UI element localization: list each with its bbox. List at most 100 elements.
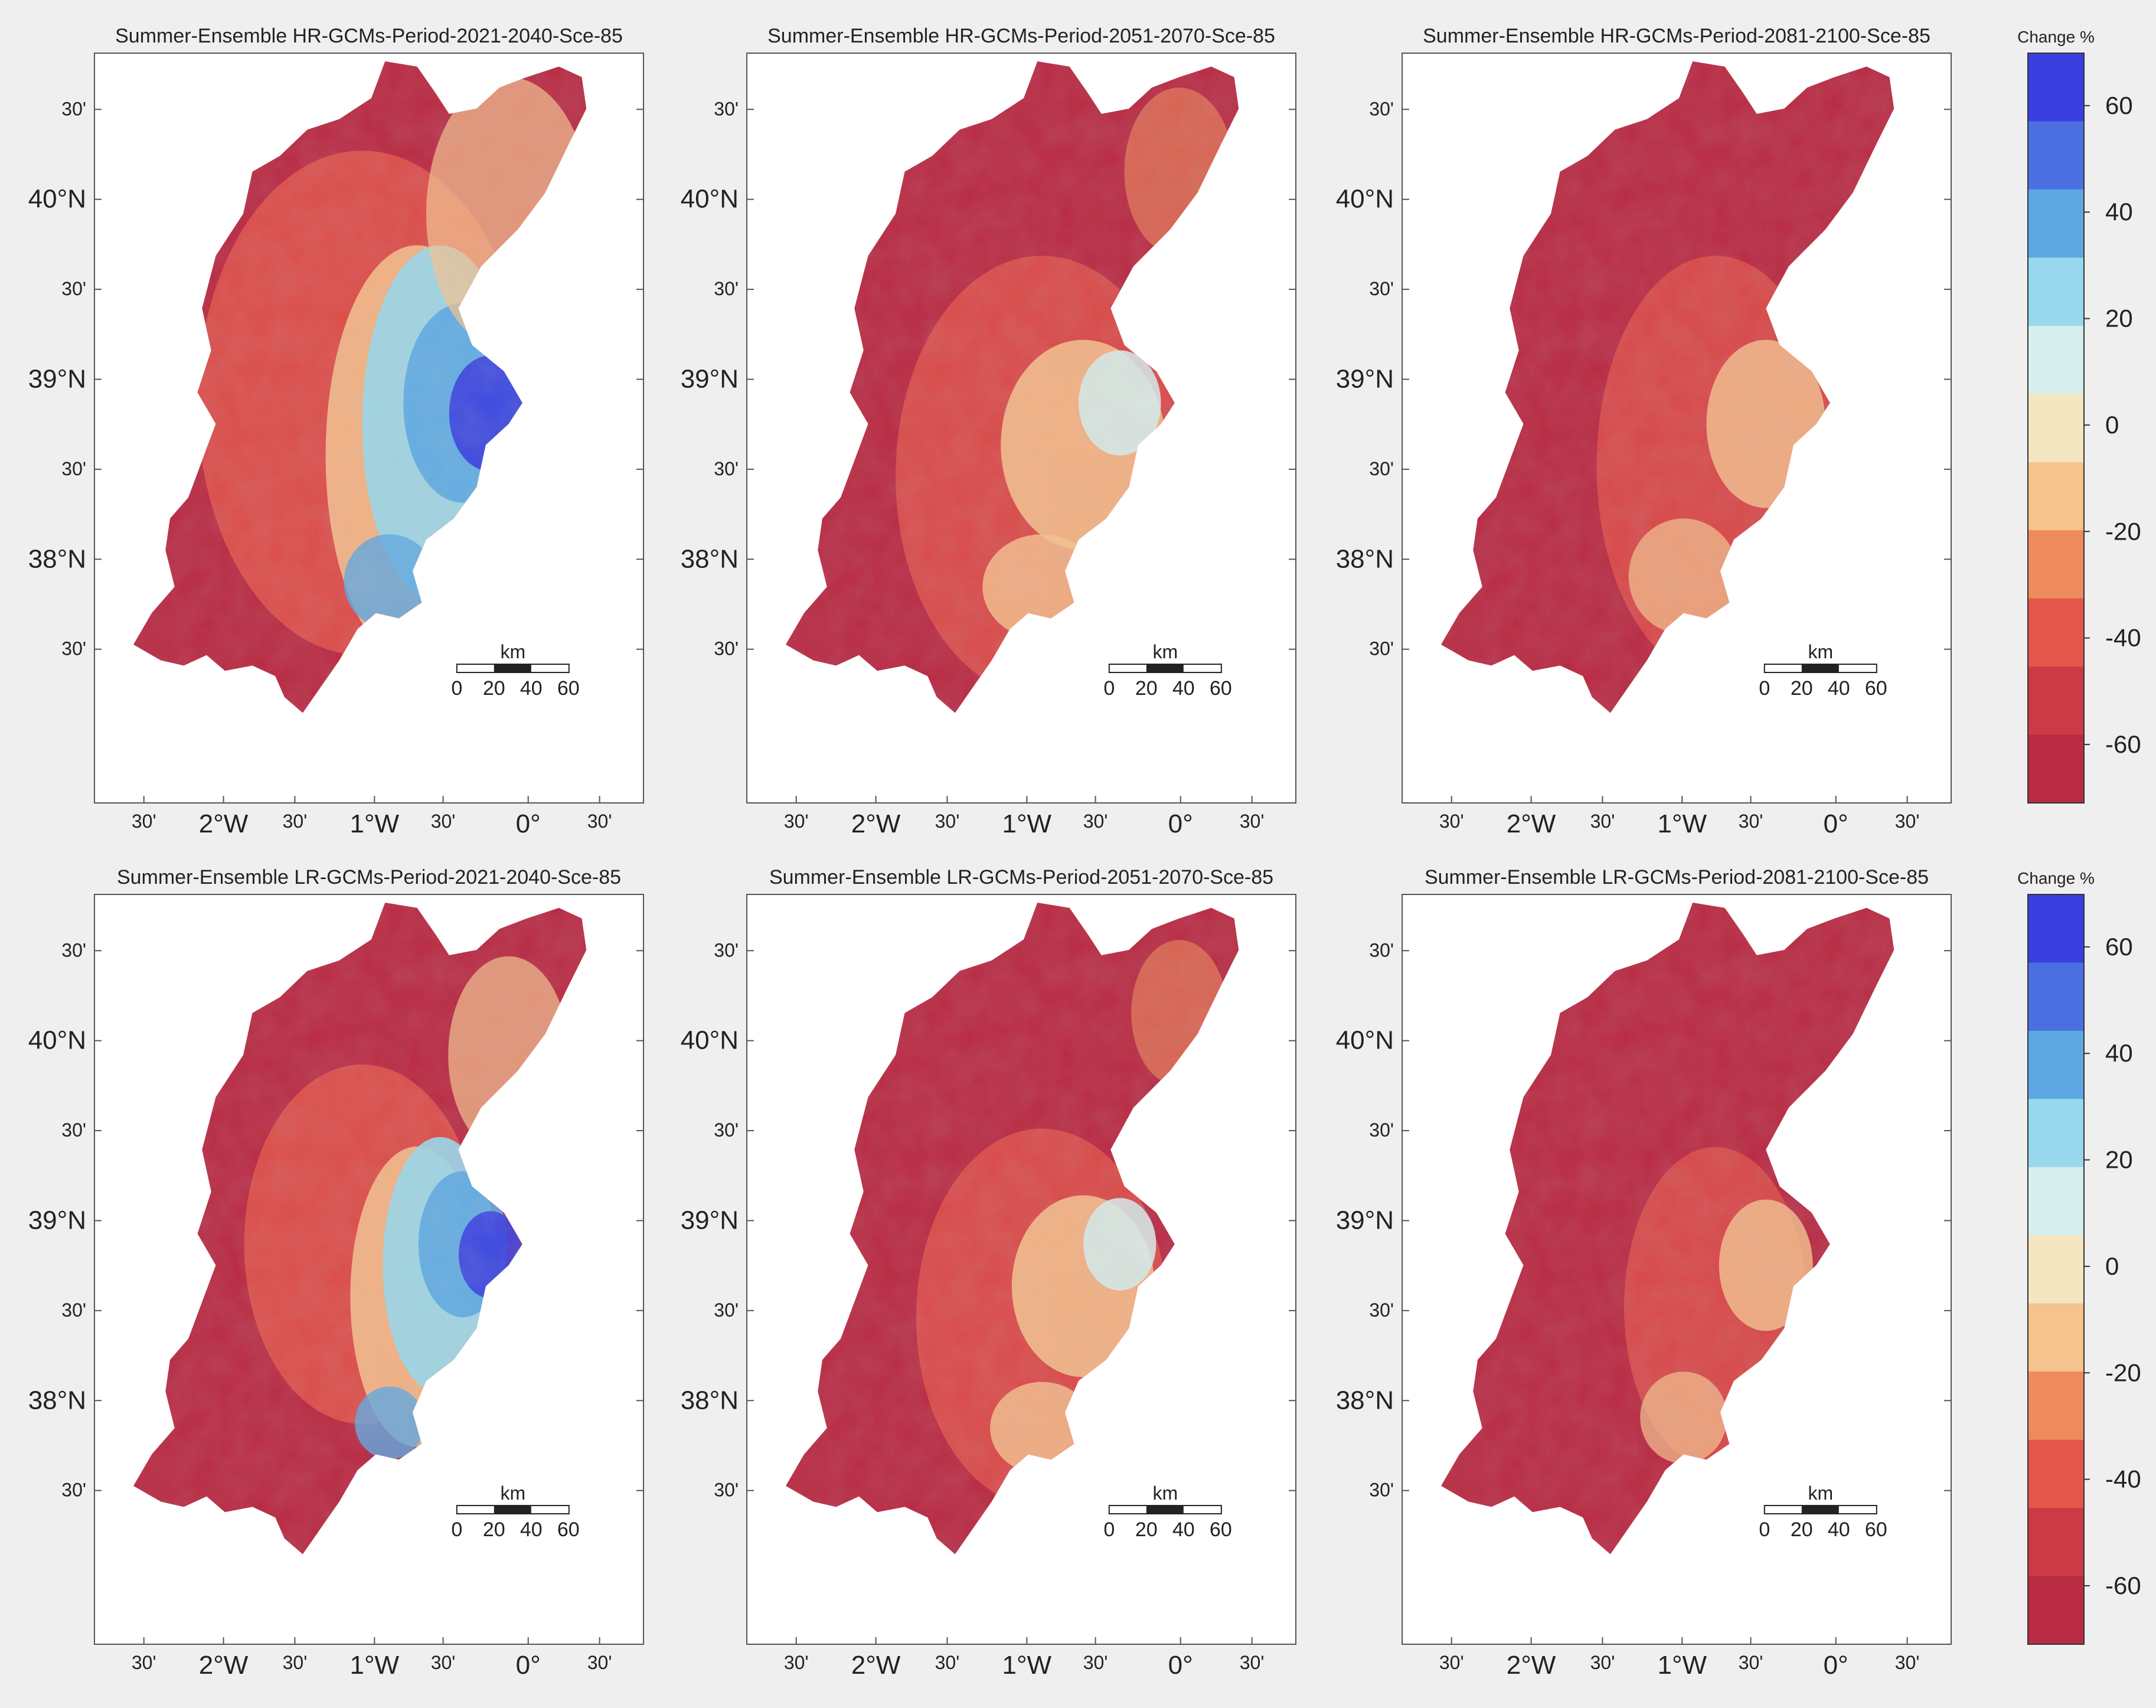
lon-label: 1°W <box>1657 809 1707 838</box>
figure-row: Summer-Ensemble LR-GCMs-Period-2021-2040… <box>28 866 2141 1680</box>
scale-bar: km 0 20 40 60 <box>451 1482 579 1541</box>
scale-tick-label: 40 <box>1828 677 1850 700</box>
lat-label: 40°N <box>28 185 86 214</box>
lat-label: 30' <box>1369 278 1394 299</box>
lon-label: 30' <box>132 811 156 832</box>
lon-label: 0° <box>1824 809 1848 838</box>
lon-label: 2°W <box>1507 1651 1556 1680</box>
lon-label: 1°W <box>1657 1651 1707 1680</box>
lat-label: 30' <box>1369 1119 1394 1141</box>
map-panel: Summer-Ensemble HR-GCMs-Period-2051-2070… <box>681 25 1296 838</box>
colorbar-band <box>2028 1030 2084 1100</box>
scale-bar-segment <box>1146 1505 1184 1514</box>
scale-unit: km <box>1808 1482 1833 1504</box>
lon-label: 1°W <box>349 809 399 838</box>
scale-unit: km <box>500 641 525 662</box>
lon-label: 30' <box>132 1652 156 1673</box>
colorbar-band <box>2028 325 2084 395</box>
lon-label: 30' <box>587 1652 612 1673</box>
lon-label: 30' <box>784 1652 809 1673</box>
scale-bar: km 0 20 40 60 <box>451 641 579 700</box>
colorbar-band <box>2028 1576 2084 1645</box>
lat-label: 38°N <box>681 544 739 573</box>
lat-label: 40°N <box>681 1026 739 1055</box>
map-panel: Summer-Ensemble LR-GCMs-Period-2081-2100… <box>1336 866 1952 1680</box>
lat-label: 30' <box>61 1480 86 1501</box>
lon-label: 30' <box>431 1652 456 1673</box>
lon-label: 0° <box>1168 809 1193 838</box>
lon-label: 2°W <box>199 809 249 838</box>
colorbar-tick-label: 40 <box>2105 198 2133 226</box>
lat-label: 40°N <box>681 185 739 214</box>
panel-title: Summer-Ensemble HR-GCMs-Period-2051-2070… <box>767 25 1275 47</box>
lat-label: 30' <box>61 1119 86 1141</box>
scale-tick-label: 40 <box>520 677 543 700</box>
scale-unit: km <box>500 1482 525 1504</box>
colorbar-frame <box>2027 53 2085 804</box>
lon-label: 2°W <box>851 809 901 838</box>
lon-label: 2°W <box>199 1651 249 1680</box>
lon-label: 2°W <box>1507 809 1556 838</box>
colorbar-tick-label: 0 <box>2105 1252 2119 1280</box>
scale-tick-label: 0 <box>1103 677 1115 700</box>
colorbar-tick-label: -40 <box>2105 1465 2141 1493</box>
lat-label: 40°N <box>1336 1026 1394 1055</box>
colorbar-band <box>2028 894 2084 964</box>
lat-label: 38°N <box>28 544 86 573</box>
lon-label: 1°W <box>349 1651 399 1680</box>
scale-tick-label: 20 <box>483 1518 505 1541</box>
lat-label: 40°N <box>28 1026 86 1055</box>
lon-label: 0° <box>1168 1651 1193 1680</box>
lon-label: 30' <box>587 811 612 832</box>
colorbar-tick-label: -20 <box>2105 517 2141 545</box>
lat-label: 30' <box>61 939 86 961</box>
panels-root: Summer-Ensemble HR-GCMs-Period-2021-2040… <box>28 25 2141 1680</box>
colorbar-tick-label: 0 <box>2105 411 2119 439</box>
lon-label: 2°W <box>851 1651 901 1680</box>
colorbar-title: Change % <box>2017 869 2095 887</box>
panel-title: Summer-Ensemble LR-GCMs-Period-2081-2100… <box>1425 866 1929 889</box>
colorbar-tick-label: -60 <box>2105 730 2141 758</box>
scale-unit: km <box>1152 641 1178 662</box>
colorbar-tick-label: 20 <box>2105 1146 2133 1174</box>
lat-label: 30' <box>714 939 739 961</box>
lon-label: 0° <box>516 809 541 838</box>
colorbar-band <box>2028 53 2084 122</box>
scale-tick-label: 60 <box>1210 677 1232 700</box>
scale-tick-label: 60 <box>557 1518 580 1541</box>
scale-tick-label: 20 <box>1135 1518 1158 1541</box>
colorbar-band <box>2028 1099 2084 1168</box>
lat-label: 30' <box>61 1299 86 1321</box>
map-panel: Summer-Ensemble LR-GCMs-Period-2021-2040… <box>28 866 644 1680</box>
colorbar-band <box>2028 394 2084 463</box>
colorbar-frame <box>2027 894 2085 1645</box>
lat-label: 30' <box>61 278 86 299</box>
lat-label: 30' <box>61 458 86 479</box>
lat-label: 39°N <box>681 364 739 393</box>
scale-tick-label: 40 <box>520 1518 543 1541</box>
scale-tick-label: 0 <box>451 1518 462 1541</box>
scale-bar-segment <box>1801 1505 1839 1514</box>
scale-tick-label: 0 <box>1103 1518 1115 1541</box>
lon-label: 30' <box>935 811 960 832</box>
lon-label: 0° <box>1824 1651 1848 1680</box>
lon-label: 1°W <box>1002 809 1051 838</box>
colorbar-band <box>2028 1371 2084 1441</box>
lon-label: 30' <box>1439 1652 1464 1673</box>
colorbar: Change % 60 40 20 0 -20 -40 -60 <box>2017 869 2141 1645</box>
scale-tick-label: 40 <box>1828 1518 1850 1541</box>
colorbar-tick-label: -60 <box>2105 1572 2141 1599</box>
lon-label: 30' <box>1439 811 1464 832</box>
scale-tick-label: 60 <box>1865 1518 1887 1541</box>
scale-bar-segment <box>494 664 531 673</box>
lat-label: 30' <box>1369 98 1394 119</box>
colorbar-tick-label: 60 <box>2105 92 2133 119</box>
lat-label: 38°N <box>28 1386 86 1415</box>
colorbar-title: Change % <box>2017 28 2095 46</box>
colorbar-band <box>2028 257 2084 326</box>
lat-label: 39°N <box>28 364 86 393</box>
scale-tick-label: 20 <box>1791 1518 1813 1541</box>
lon-label: 30' <box>431 811 456 832</box>
lat-label: 39°N <box>28 1206 86 1235</box>
lon-label: 30' <box>1240 1652 1265 1673</box>
